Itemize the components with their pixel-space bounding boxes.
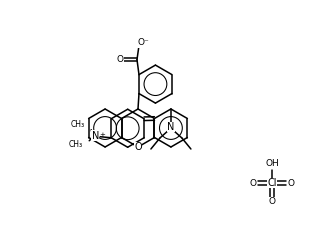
Text: N: N — [167, 122, 175, 132]
Text: +: + — [99, 132, 105, 138]
Text: O: O — [287, 179, 295, 188]
Text: O: O — [268, 197, 276, 206]
Text: O: O — [134, 142, 142, 152]
Text: O: O — [250, 179, 256, 188]
Text: CH₃: CH₃ — [71, 120, 85, 129]
Text: OH: OH — [265, 159, 279, 168]
Text: O: O — [116, 55, 124, 64]
Text: O⁻: O⁻ — [137, 38, 149, 47]
Text: Cl: Cl — [267, 178, 277, 188]
Text: CH₃: CH₃ — [69, 140, 83, 149]
Text: N: N — [92, 131, 99, 141]
